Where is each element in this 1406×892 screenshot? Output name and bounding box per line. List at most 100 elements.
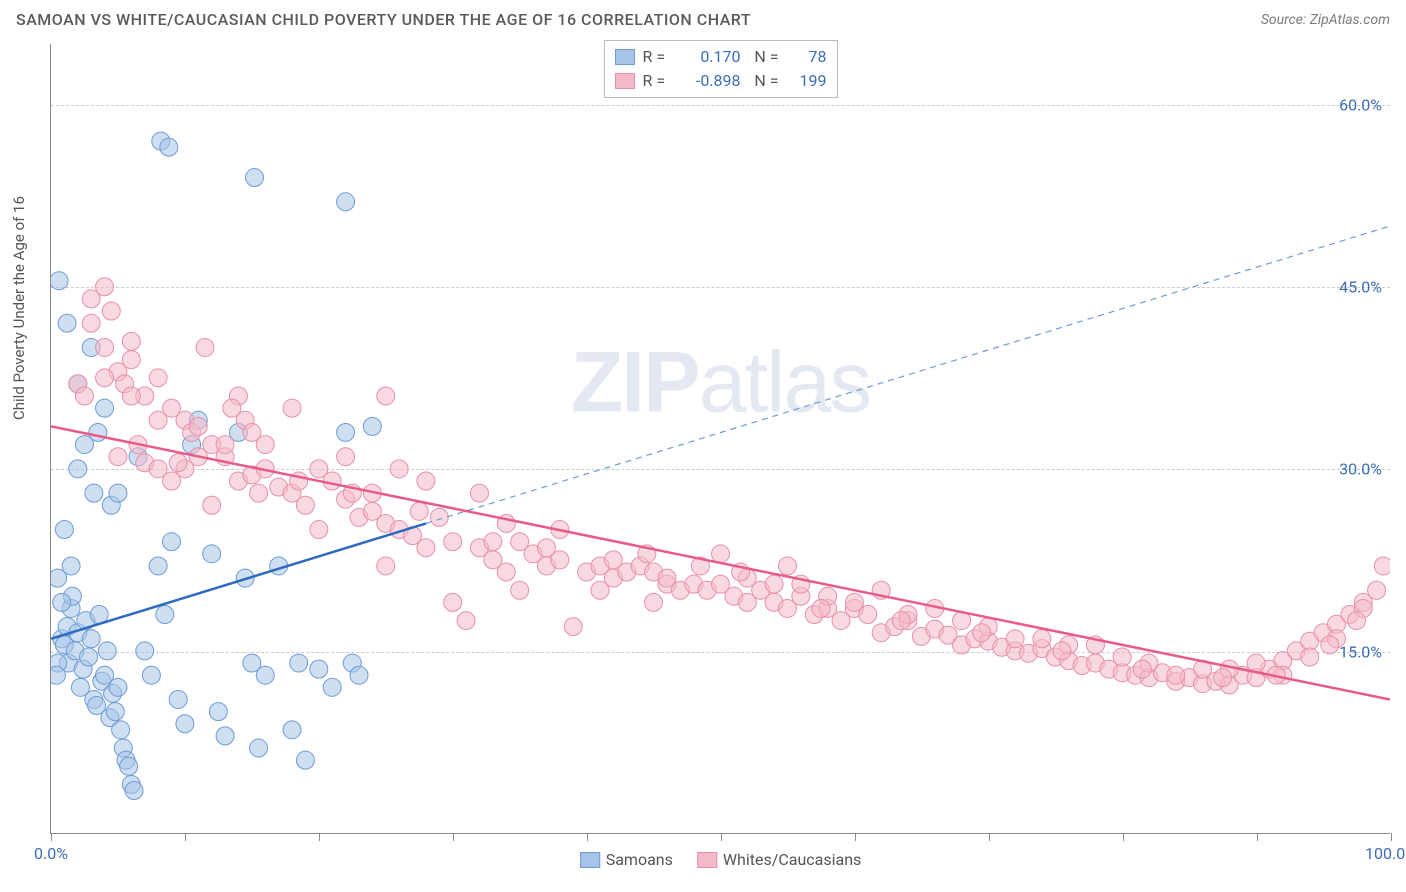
data-point — [1033, 630, 1051, 648]
data-point — [58, 314, 76, 332]
data-point — [96, 278, 114, 296]
data-point — [51, 666, 65, 684]
data-point — [310, 521, 328, 539]
data-point — [109, 678, 127, 696]
data-point — [778, 557, 796, 575]
data-point — [98, 642, 116, 660]
trend-line — [51, 523, 426, 638]
data-point — [417, 472, 435, 490]
data-point — [189, 417, 207, 435]
data-point — [1113, 648, 1131, 666]
chart-header: SAMOAN VS WHITE/CAUCASIAN CHILD POVERTY … — [0, 0, 1406, 35]
data-point — [296, 496, 314, 514]
data-point — [658, 569, 676, 587]
data-point — [337, 448, 355, 466]
data-point — [156, 606, 174, 624]
data-point — [176, 715, 194, 733]
data-point — [82, 630, 100, 648]
xtick — [185, 833, 186, 841]
data-point — [1374, 557, 1390, 575]
data-point — [765, 575, 783, 593]
data-point — [1348, 612, 1366, 630]
data-point — [470, 484, 488, 502]
data-point — [1214, 669, 1232, 687]
r-value-samoan: 0.170 — [681, 45, 741, 69]
data-point — [1133, 660, 1151, 678]
data-point — [256, 666, 274, 684]
data-point — [79, 648, 97, 666]
data-point — [390, 460, 408, 478]
data-point — [973, 624, 991, 642]
data-point — [564, 618, 582, 636]
data-point — [350, 666, 368, 684]
r-label: R = — [643, 45, 673, 69]
swatch-white — [615, 73, 635, 89]
data-point — [296, 751, 314, 769]
data-point — [511, 581, 529, 599]
data-point — [1368, 581, 1386, 599]
legend-item-samoan: Samoans — [580, 850, 673, 869]
data-point — [149, 460, 167, 478]
data-point — [845, 593, 863, 611]
data-point — [1321, 636, 1339, 654]
data-point — [484, 533, 502, 551]
swatch-samoan — [615, 49, 635, 65]
data-point — [69, 460, 87, 478]
data-point — [417, 539, 435, 557]
data-point — [196, 338, 214, 356]
legend-row-white: R = -0.898 N = 199 — [615, 69, 827, 93]
data-point — [283, 721, 301, 739]
trend-line-extrapolated — [426, 226, 1390, 523]
data-point — [136, 642, 154, 660]
data-point — [209, 703, 227, 721]
data-point — [203, 496, 221, 514]
data-point — [444, 593, 462, 611]
data-point — [1053, 642, 1071, 660]
chart-plot-area: ZIPatlas R = 0.170 N = 78 R = -0.898 N =… — [50, 44, 1390, 834]
data-point — [250, 739, 268, 757]
xtick-label-max: 100.0% — [1365, 844, 1406, 863]
data-point — [149, 411, 167, 429]
n-value-white: 199 — [787, 69, 827, 93]
scatter-svg — [51, 44, 1390, 833]
data-point — [82, 314, 100, 332]
data-point — [122, 351, 140, 369]
data-point — [537, 539, 555, 557]
data-point — [1301, 648, 1319, 666]
data-point — [497, 563, 515, 581]
data-point — [125, 782, 143, 800]
data-point — [892, 612, 910, 630]
data-point — [216, 436, 234, 454]
xtick-label-min: 0.0% — [34, 844, 68, 863]
xtick — [1123, 833, 1124, 841]
data-point — [246, 169, 264, 187]
data-point — [203, 545, 221, 563]
r-label: R = — [643, 69, 673, 93]
xtick — [453, 833, 454, 841]
data-point — [712, 545, 730, 563]
data-point — [112, 721, 130, 739]
data-point — [604, 551, 622, 569]
series-legend: Samoans Whites/Caucasians — [580, 850, 862, 869]
data-point — [1006, 630, 1024, 648]
xtick — [51, 833, 52, 841]
data-point — [363, 417, 381, 435]
data-point — [149, 369, 167, 387]
swatch-icon — [580, 852, 600, 868]
data-point — [256, 436, 274, 454]
xtick — [319, 833, 320, 841]
n-value-samoan: 78 — [787, 45, 827, 69]
legend-item-white: Whites/Caucasians — [697, 850, 861, 869]
xtick — [721, 833, 722, 841]
data-point — [62, 557, 80, 575]
data-point — [89, 423, 107, 441]
data-point — [1167, 666, 1185, 684]
data-point — [337, 423, 355, 441]
r-value-white: -0.898 — [681, 69, 741, 93]
xtick — [1257, 833, 1258, 841]
xtick — [989, 833, 990, 841]
data-point — [96, 369, 114, 387]
legend-row-samoan: R = 0.170 N = 78 — [615, 45, 827, 69]
data-point — [283, 399, 301, 417]
data-point — [120, 757, 138, 775]
